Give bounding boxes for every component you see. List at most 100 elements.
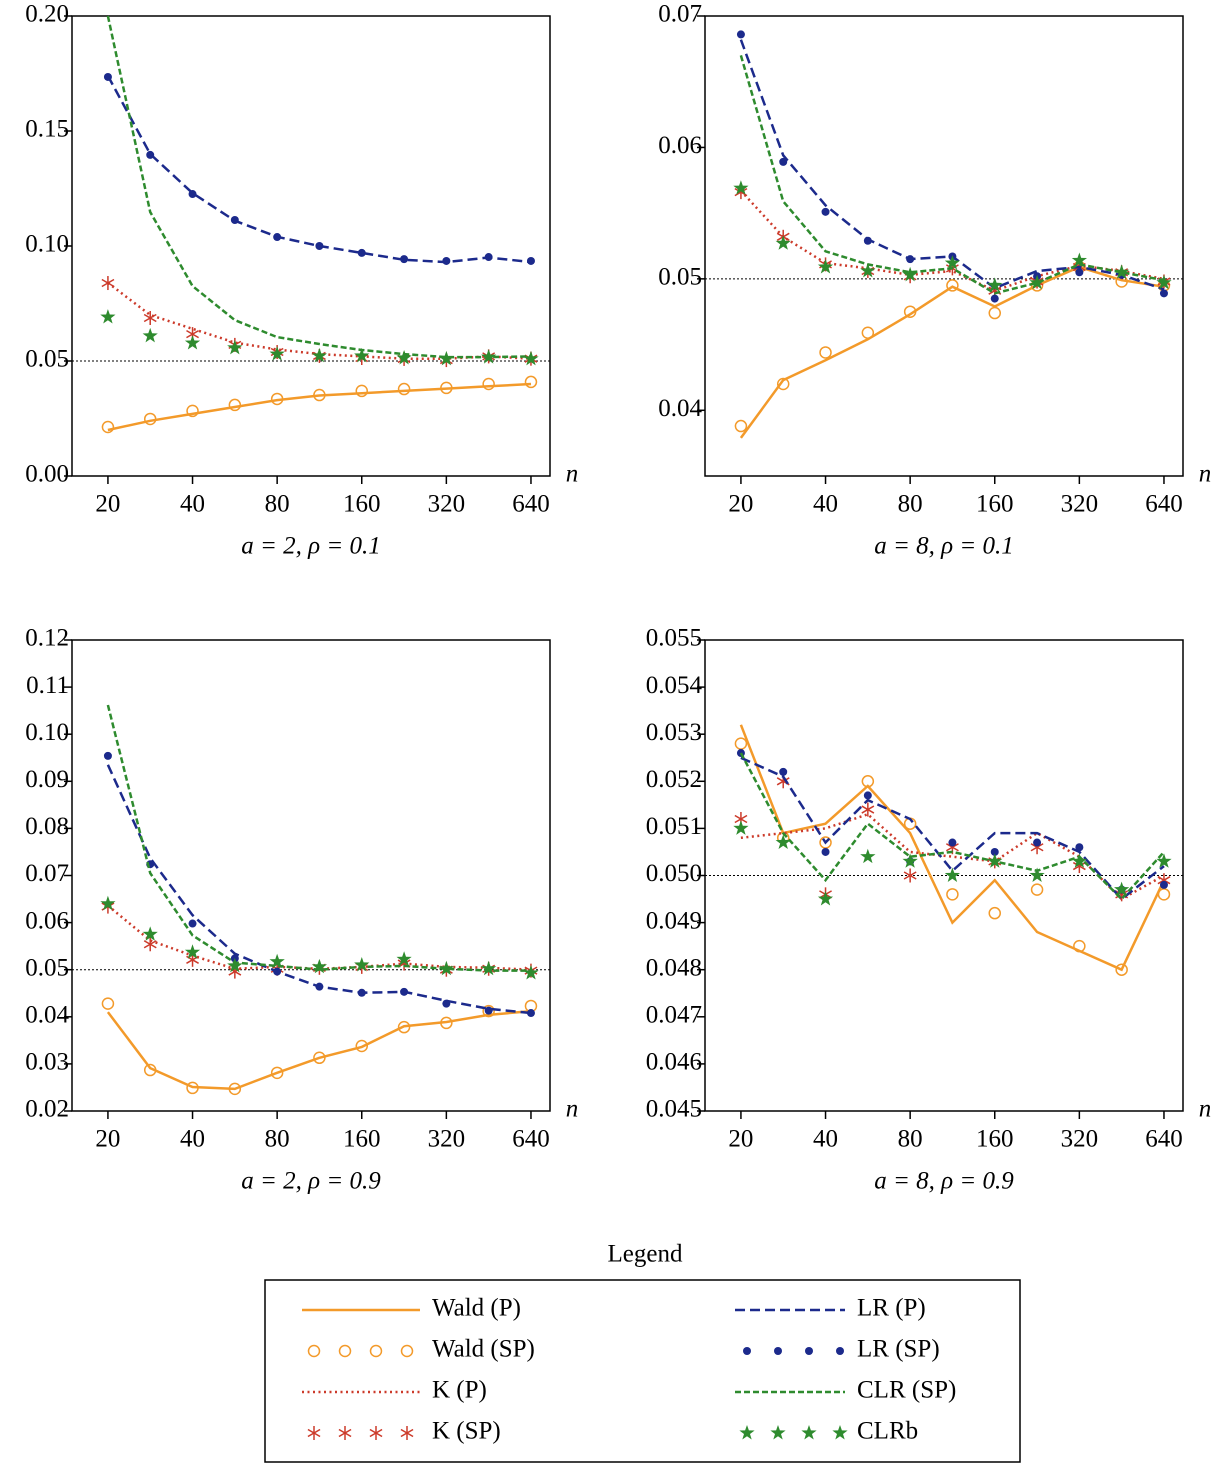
asterisk-stroke bbox=[1030, 843, 1044, 852]
y-tick-label: 0.00 bbox=[25, 461, 69, 488]
legend-title: Legend bbox=[608, 1241, 683, 1268]
asterisk-stroke bbox=[400, 1428, 414, 1438]
asterisk-stroke bbox=[734, 814, 748, 824]
marker-asterisk bbox=[143, 310, 157, 325]
y-tick-label: 0.048 bbox=[646, 954, 702, 981]
series-line bbox=[106, 704, 531, 972]
marker-circle bbox=[270, 392, 284, 406]
series-line bbox=[740, 756, 1165, 901]
marker-star bbox=[142, 327, 158, 343]
x-tick-label: 160 bbox=[343, 1126, 381, 1153]
panel: 0.04 0.05 0.06 0.07 20 40 80 160 320 640 a = 8, ρ … bbox=[658, 1, 1211, 560]
y-tick-label: 0.09 bbox=[25, 766, 69, 793]
asterisk-stroke bbox=[228, 967, 242, 976]
marker-star bbox=[227, 339, 243, 355]
marker-dot bbox=[990, 847, 999, 856]
x-tick-label: 640 bbox=[512, 491, 550, 518]
asterisk-stroke bbox=[776, 777, 790, 786]
y-tick-label: 0.053 bbox=[646, 719, 702, 746]
x-tick-label: 20 bbox=[95, 491, 120, 518]
marker-dot bbox=[484, 1006, 493, 1015]
marker-star bbox=[817, 891, 834, 906]
marker-circle bbox=[186, 1081, 199, 1095]
marker-dot bbox=[273, 233, 282, 242]
legend-swatch bbox=[369, 1426, 383, 1440]
legend-swatch bbox=[400, 1344, 414, 1358]
y-tick-label: 0.05 bbox=[25, 954, 69, 981]
marker-circle bbox=[861, 775, 875, 788]
marker-star bbox=[396, 350, 412, 365]
x-tick-label: 80 bbox=[265, 491, 290, 518]
x-tick-label: 320 bbox=[428, 1126, 466, 1153]
plot-frame bbox=[704, 15, 1184, 477]
marker-dot bbox=[863, 236, 872, 245]
marker-star bbox=[269, 346, 285, 361]
marker-star bbox=[1114, 264, 1130, 279]
marker-star bbox=[481, 349, 497, 364]
series-line bbox=[106, 764, 532, 1015]
marker-star bbox=[227, 957, 243, 973]
marker-dot bbox=[484, 253, 493, 262]
legend-swatch bbox=[770, 1425, 786, 1440]
marker-circle bbox=[988, 306, 1002, 320]
marker-dot bbox=[526, 256, 535, 265]
y-tick-label: 0.052 bbox=[646, 766, 702, 793]
x-tick-label: 640 bbox=[1145, 1126, 1183, 1153]
x-tick-label: 640 bbox=[512, 1126, 550, 1153]
legend-swatch bbox=[369, 1344, 383, 1358]
y-tick-label: 0.05 bbox=[25, 346, 69, 373]
marker-dot bbox=[526, 1009, 535, 1018]
asterisk-stroke bbox=[734, 187, 748, 197]
marker-star bbox=[481, 960, 497, 976]
legend-label: K (P) bbox=[432, 1377, 487, 1404]
marker-star bbox=[438, 350, 454, 366]
asterisk-stroke bbox=[369, 1428, 383, 1438]
marker-dot bbox=[103, 751, 112, 760]
legend-swatch bbox=[774, 1347, 782, 1355]
marker-dot bbox=[103, 72, 112, 81]
legend-box bbox=[264, 1279, 1021, 1463]
marker-dot bbox=[442, 256, 451, 265]
marker-dot bbox=[400, 987, 409, 996]
legend-swatch bbox=[307, 1344, 321, 1358]
asterisk-stroke bbox=[861, 805, 875, 814]
marker-star bbox=[733, 180, 749, 195]
marker-star bbox=[1071, 252, 1087, 267]
series-line bbox=[107, 382, 532, 432]
legend-swatch bbox=[836, 1347, 844, 1355]
marker-star bbox=[944, 255, 960, 270]
marker-star bbox=[902, 853, 918, 868]
marker-dot bbox=[315, 242, 324, 250]
asterisk-stroke bbox=[307, 1428, 321, 1438]
marker-circle bbox=[397, 1020, 411, 1034]
marker-dot bbox=[1075, 843, 1084, 852]
marker-circle bbox=[355, 1039, 369, 1053]
x-axis-symbol: n bbox=[566, 1096, 579, 1123]
series-line bbox=[739, 39, 1165, 291]
marker-circle bbox=[734, 419, 748, 433]
marker-dot bbox=[400, 255, 409, 264]
series-line bbox=[739, 189, 1165, 293]
marker-star bbox=[1156, 274, 1172, 290]
marker-star bbox=[1029, 274, 1045, 290]
legend: Wald (P) Wald (SP) K (P) K (SP) LR (P) LR (SP… bbox=[302, 1295, 956, 1445]
y-tick-label: 0.04 bbox=[25, 1002, 69, 1029]
marker-dot bbox=[1033, 838, 1042, 847]
asterisk-stroke bbox=[143, 313, 157, 323]
marker-circle bbox=[988, 906, 1002, 920]
marker-dot bbox=[821, 847, 830, 856]
marker-star bbox=[817, 259, 834, 274]
y-tick-label: 0.15 bbox=[25, 116, 69, 143]
x-tick-label: 160 bbox=[976, 491, 1014, 518]
y-tick-label: 0.050 bbox=[646, 860, 702, 887]
legend-label: K (SP) bbox=[432, 1418, 501, 1445]
y-tick-label: 0.08 bbox=[25, 813, 69, 840]
plot-frame bbox=[71, 15, 551, 477]
marker-circle bbox=[861, 326, 875, 339]
legend-swatch bbox=[307, 1426, 321, 1440]
asterisk-stroke bbox=[338, 1428, 352, 1438]
panel: 0.045 0.046 0.047 0.048 0.049 0.050 0.051 0.052… bbox=[646, 625, 1212, 1195]
marker-circle bbox=[101, 997, 115, 1010]
marker-circle bbox=[355, 384, 369, 398]
panel: 0.02 0.03 0.04 0.05 0.06 0.07 0.08 0.09 0.10 0.11… bbox=[25, 625, 578, 1195]
